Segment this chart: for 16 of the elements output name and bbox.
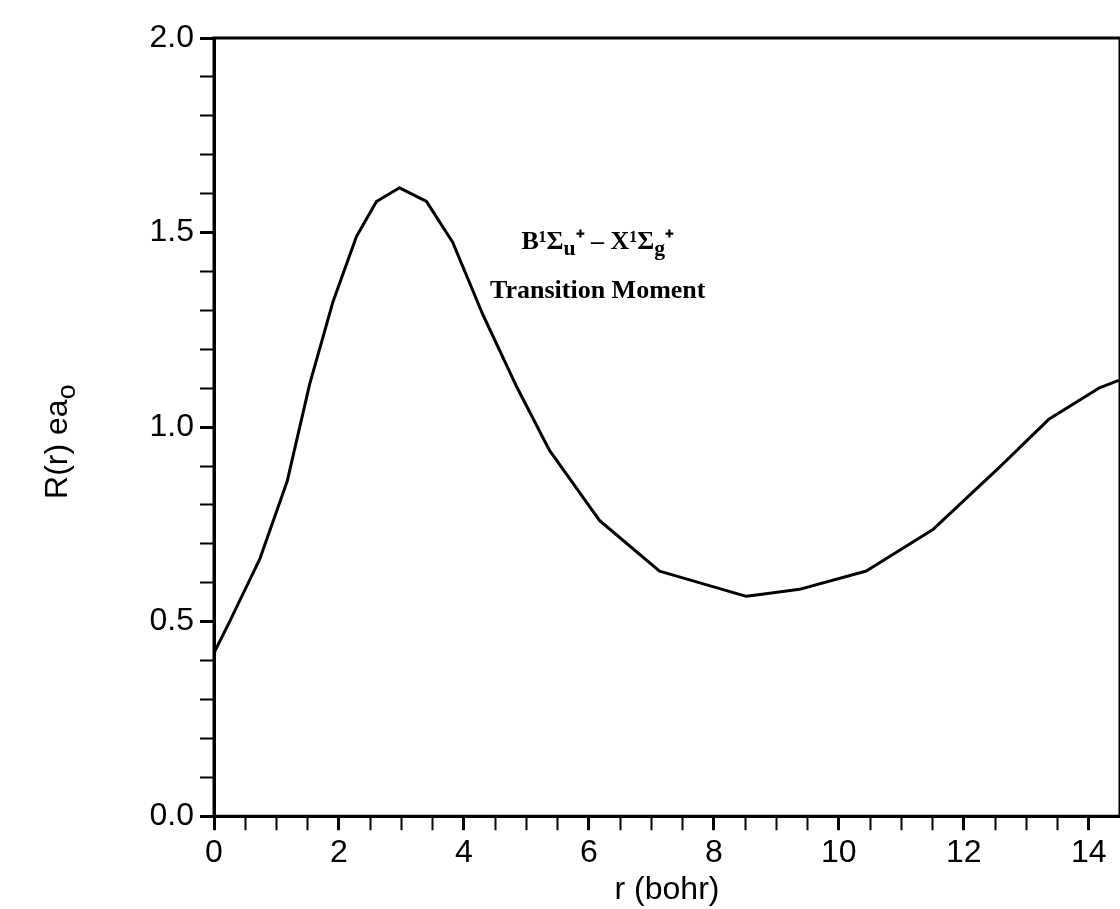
x-tick-label: 14 (1070, 833, 1107, 870)
y-tick-label: 0.5 (149, 601, 194, 638)
x-tick-label: 4 (455, 833, 473, 870)
x-tick-label: 0 (205, 833, 223, 870)
y-tick-label: 1.5 (149, 212, 194, 249)
x-tick-label: 2 (330, 833, 348, 870)
y-tick-label: 2.0 (149, 17, 194, 54)
annotation: Transition Moment (490, 274, 706, 307)
y-tick-label: 0.0 (149, 796, 194, 833)
x-tick-label: 12 (946, 833, 982, 870)
x-tick-label: 6 (580, 833, 598, 870)
x-axis-title: r (bohr) (614, 869, 720, 906)
x-tick-label: 8 (704, 833, 723, 870)
annotation: B¹Σ$_{u}$⁺ – X¹Σ$_{g}$⁺ (520, 225, 675, 263)
x-tick-label: 10 (821, 833, 857, 870)
y-tick-label: 1.0 (149, 406, 194, 443)
